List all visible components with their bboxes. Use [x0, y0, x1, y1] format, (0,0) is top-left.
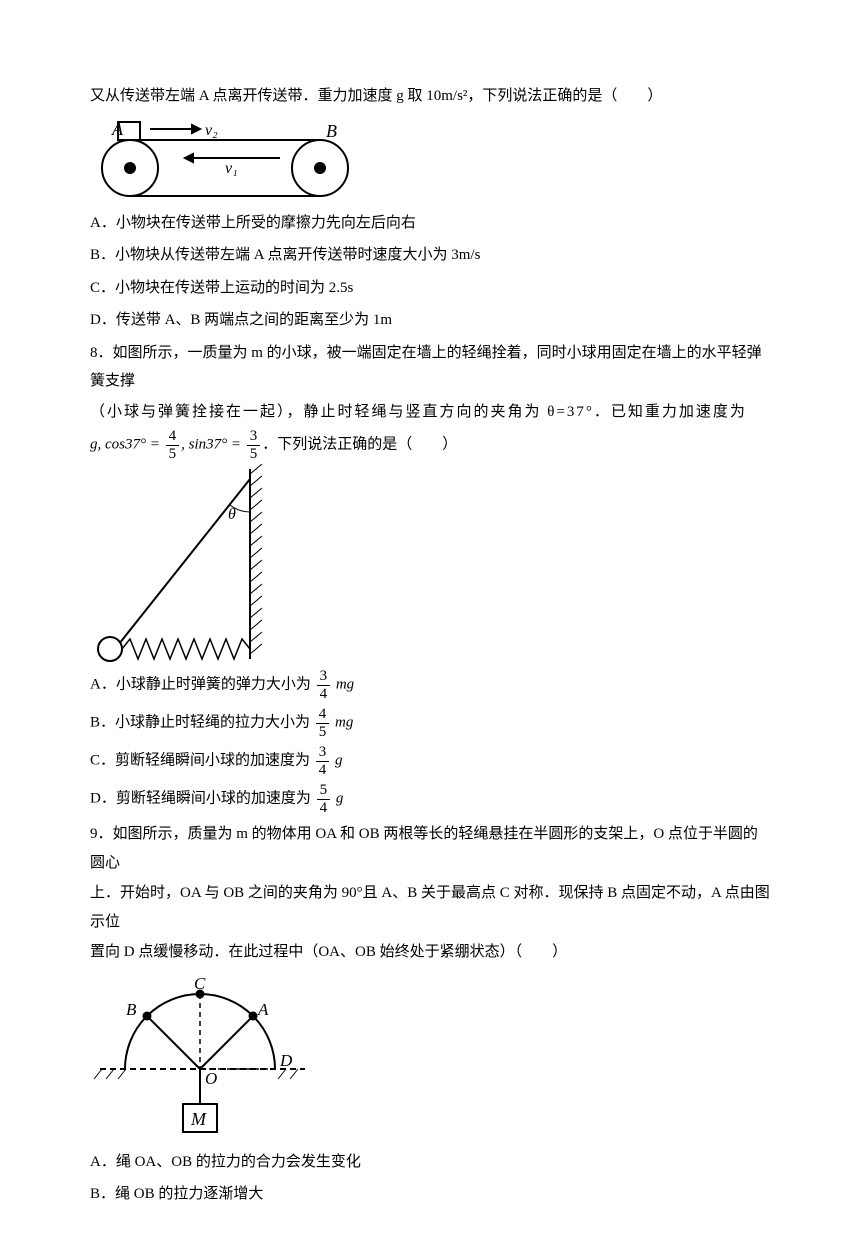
label-v1: v₁: [225, 160, 238, 177]
label-A: A: [111, 119, 124, 139]
frac1-den: 5: [166, 446, 180, 463]
q8A-num: 3: [317, 668, 331, 686]
q8-trig: g, cos37° = 45, sin37° = 35．下列说法正确的是（ ）: [90, 428, 770, 462]
q8C-num: 3: [316, 744, 330, 762]
q8A-suf: mg: [336, 676, 354, 692]
q8-stem1: 8．如图所示，一质量为 m 的小球，被一端固定在墙上的轻绳拴着，同时小球用固定在…: [90, 339, 770, 396]
q8B-suf: mg: [335, 714, 353, 730]
belt-option-D: D．传送带 A、B 两端点之间的距离至少为 1m: [90, 306, 770, 335]
arc-O: O: [205, 1069, 217, 1088]
q9-option-B: B．绳 OB 的拉力逐渐增大: [90, 1180, 770, 1209]
label-B: B: [326, 121, 337, 141]
q9-stem3: 置向 D 点缓慢移动．在此过程中（OA、OB 始终处于紧绷状态）（ ）: [90, 938, 770, 967]
arc-M: M: [190, 1109, 207, 1129]
q9-stem2: 上．开始时，OA 与 OB 之间的夹角为 90°且 A、B 关于最高点 C 对称…: [90, 879, 770, 936]
arc-B: B: [126, 1000, 137, 1019]
q8-option-D: D．剪断轻绳瞬间小球的加速度为 54 g: [90, 782, 770, 816]
arc-C: C: [194, 974, 206, 993]
q8-option-B: B．小球静止时轻绳的拉力大小为 45 mg: [90, 706, 770, 740]
q8C-suf: g: [335, 752, 343, 768]
q8D-suf: g: [336, 790, 344, 806]
q8B-den: 5: [316, 724, 330, 741]
q8B-num: 4: [316, 706, 330, 724]
arc-D: D: [279, 1051, 293, 1070]
trig-prefix: g, cos37° =: [90, 436, 160, 452]
q8B-pre: B．小球静止时轻绳的拉力大小为: [90, 714, 310, 730]
intro-line: 又从传送带左端 A 点离开传送带．重力加速度 g 取 10m/s²，下列说法正确…: [90, 82, 770, 111]
q8D-num: 5: [317, 782, 331, 800]
q8D-den: 4: [317, 800, 331, 817]
arc-A: A: [257, 1000, 269, 1019]
q8A-pre: A．小球静止时弹簧的弹力大小为: [90, 676, 311, 692]
belt-option-A: A．小物块在传送带上所受的摩擦力先向左后向右: [90, 209, 770, 238]
theta-label: θ: [228, 506, 236, 523]
label-v2: v₂: [205, 122, 218, 139]
q8A-den: 4: [317, 686, 331, 703]
arc-diagram: B A C D O M: [90, 969, 320, 1144]
q8-option-C: C．剪断轻绳瞬间小球的加速度为 34 g: [90, 744, 770, 778]
q9-option-A: A．绳 OA、OB 的拉力的合力会发生变化: [90, 1148, 770, 1177]
q8-stem2: （小球与弹簧拴接在一起），静止时轻绳与竖直方向的夹角为 θ=37°．已知重力加速…: [90, 398, 770, 427]
trig-suffix: ．下列说法正确的是（ ）: [262, 436, 457, 452]
q9-stem1: 9．如图所示，质量为 m 的物体用 OA 和 OB 两根等长的轻绳悬挂在半圆形的…: [90, 820, 770, 877]
belt-option-B: B．小物块从传送带左端 A 点离开传送带时速度大小为 3m/s: [90, 241, 770, 270]
trig-mid: , sin37° =: [181, 436, 241, 452]
q8-option-A: A．小球静止时弹簧的弹力大小为 34 mg: [90, 668, 770, 702]
q8D-pre: D．剪断轻绳瞬间小球的加速度为: [90, 790, 311, 806]
q8C-den: 4: [316, 762, 330, 779]
frac2-num: 3: [247, 428, 261, 446]
spring-diagram: θ: [90, 464, 280, 664]
belt-option-C: C．小物块在传送带上运动的时间为 2.5s: [90, 274, 770, 303]
frac1-num: 4: [166, 428, 180, 446]
frac2-den: 5: [247, 446, 261, 463]
belt-diagram: A B v₂ v₁: [90, 113, 360, 205]
q8C-pre: C．剪断轻绳瞬间小球的加速度为: [90, 752, 310, 768]
